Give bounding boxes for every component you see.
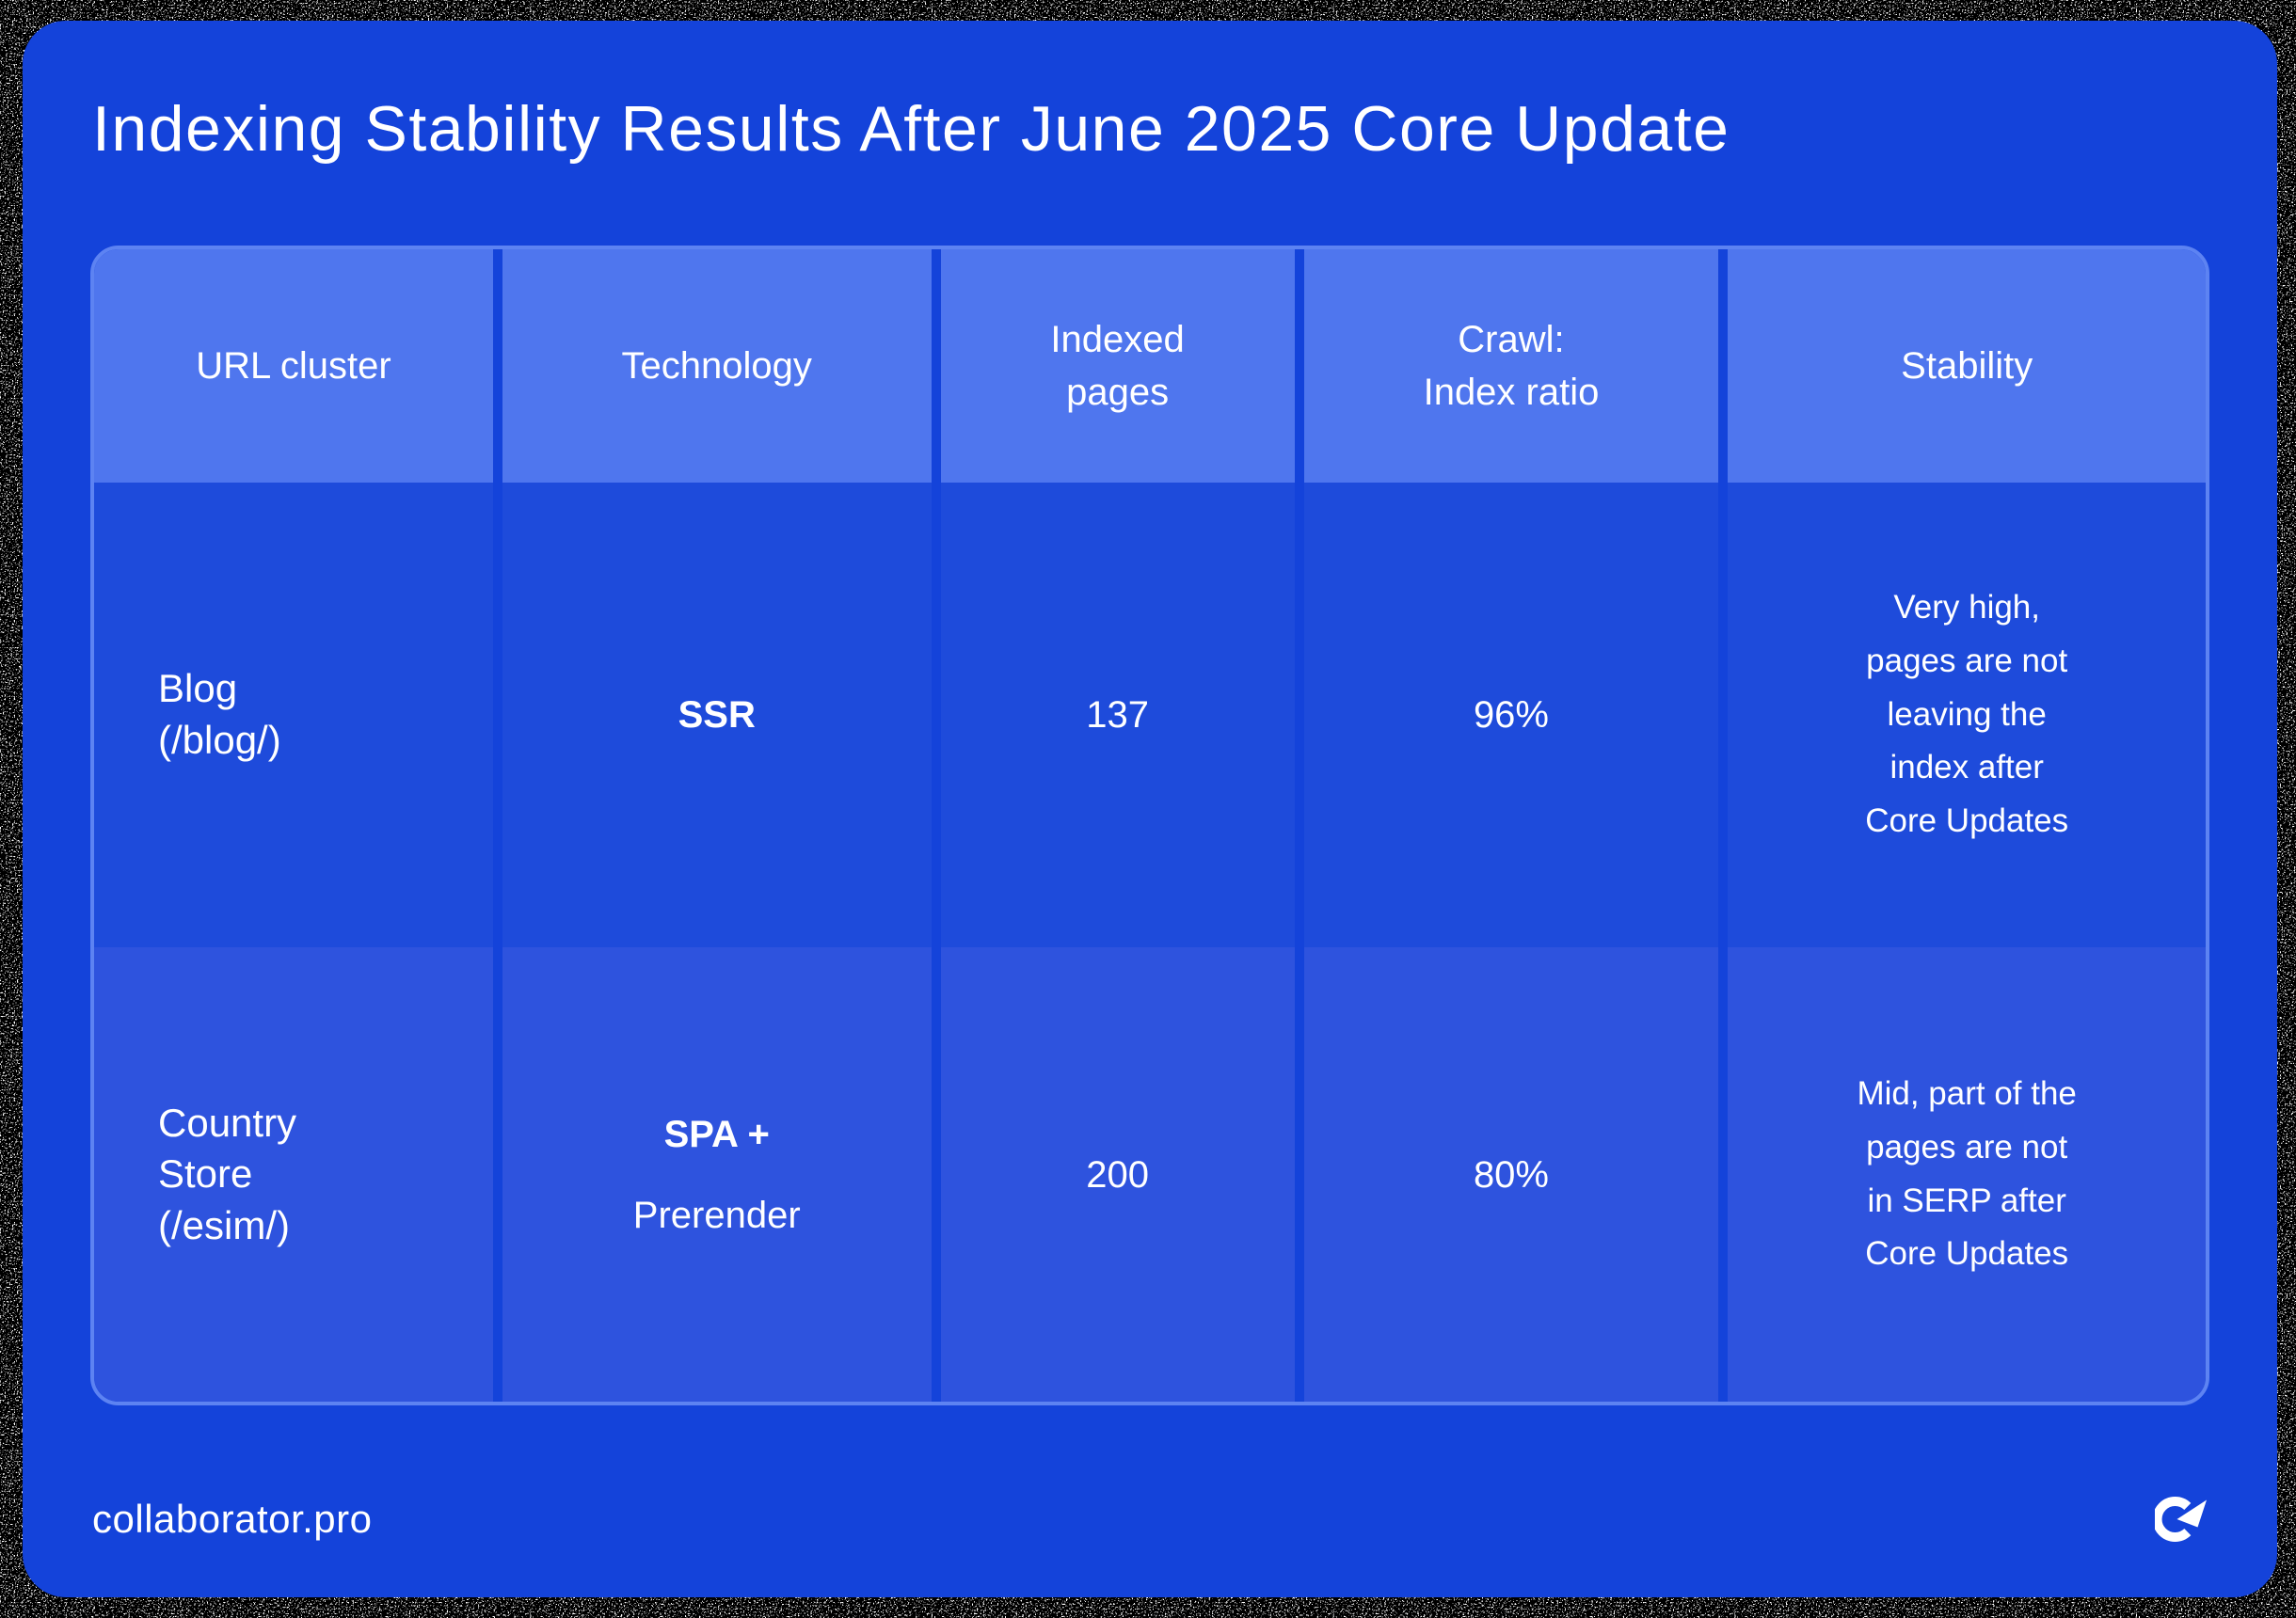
cell-url-cluster-country-store: Country Store (/esim/) bbox=[94, 947, 493, 1403]
cell-stability-blog: Very high, pages are not leaving the ind… bbox=[1728, 483, 2206, 948]
column-header-crawl-index-ratio: Crawl: Index ratio bbox=[1303, 249, 1719, 484]
cell-technology-country-store: SPA + Prerender bbox=[502, 947, 932, 1403]
page-title: Indexing Stability Results After June 20… bbox=[92, 93, 1730, 165]
column-header-indexed-pages: Indexed pages bbox=[940, 249, 1295, 484]
cell-technology-blog: SSR bbox=[502, 483, 932, 948]
collaborator-logo-icon bbox=[2155, 1497, 2207, 1542]
column-header-technology: Technology bbox=[502, 249, 932, 484]
column-header-stability: Stability bbox=[1728, 249, 2206, 484]
results-table: URL cluster Technology Indexed pages Cra… bbox=[90, 246, 2209, 1406]
technology-value-secondary: Prerender bbox=[632, 1194, 801, 1236]
cell-indexed-pages-blog: 137 bbox=[940, 483, 1295, 948]
technology-value: SPA + bbox=[663, 1113, 770, 1155]
technology-value: SSR bbox=[678, 694, 756, 737]
footer: collaborator.pro bbox=[92, 1496, 2208, 1543]
site-name: collaborator.pro bbox=[92, 1497, 373, 1541]
cell-crawl-index-ratio-blog: 96% bbox=[1303, 483, 1719, 948]
cell-indexed-pages-country-store: 200 bbox=[940, 947, 1295, 1403]
cell-stability-country-store: Mid, part of the pages are not in SERP a… bbox=[1728, 947, 2206, 1403]
cell-url-cluster-blog: Blog (/blog/) bbox=[94, 483, 493, 948]
cell-crawl-index-ratio-country-store: 80% bbox=[1303, 947, 1719, 1403]
column-header-url-cluster: URL cluster bbox=[94, 249, 493, 484]
card: Indexing Stability Results After June 20… bbox=[23, 21, 2277, 1597]
